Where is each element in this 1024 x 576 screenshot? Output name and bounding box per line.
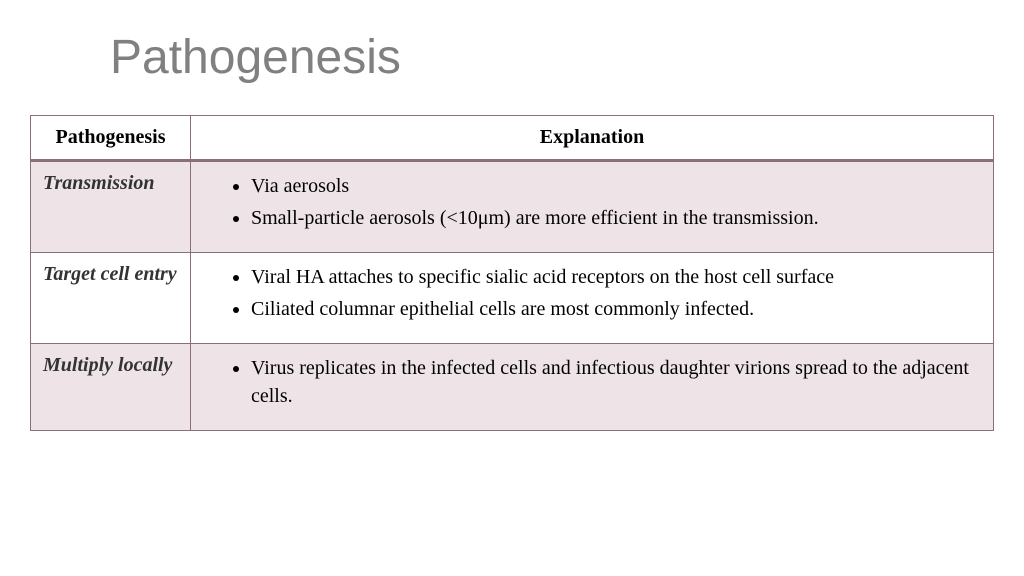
header-col1: Pathogenesis xyxy=(31,116,191,161)
bullet-item: Ciliated columnar epithelial cells are m… xyxy=(251,293,983,325)
page-title: Pathogenesis xyxy=(110,30,994,85)
table-header-row: Pathogenesis Explanation xyxy=(31,116,994,161)
row-label: Transmission xyxy=(31,161,191,253)
bullet-item: Viral HA attaches to specific sialic aci… xyxy=(251,261,983,293)
row-label: Multiply locally xyxy=(31,344,191,431)
row-explanation: Virus replicates in the infected cells a… xyxy=(191,344,994,431)
table-body: TransmissionVia aerosolsSmall-particle a… xyxy=(31,161,994,431)
bullet-list: Via aerosolsSmall-particle aerosols (<10… xyxy=(201,170,983,234)
bullet-item: Virus replicates in the infected cells a… xyxy=(251,352,983,412)
table-row: Target cell entry Viral HA attaches to sp… xyxy=(31,253,994,344)
table-row: TransmissionVia aerosolsSmall-particle a… xyxy=(31,161,994,253)
bullet-list: Viral HA attaches to specific sialic aci… xyxy=(201,261,983,325)
bullet-list: Virus replicates in the infected cells a… xyxy=(201,352,983,412)
header-col2: Explanation xyxy=(191,116,994,161)
row-label: Target cell entry xyxy=(31,253,191,344)
slide: Pathogenesis Pathogenesis Explanation Tr… xyxy=(0,0,1024,576)
bullet-item: Small-particle aerosols (<10μm) are more… xyxy=(251,202,983,234)
bullet-item: Via aerosols xyxy=(251,170,983,202)
pathogenesis-table: Pathogenesis Explanation TransmissionVia… xyxy=(30,115,994,431)
row-explanation: Viral HA attaches to specific sialic aci… xyxy=(191,253,994,344)
table-row: Multiply locally Virus replicates in the … xyxy=(31,344,994,431)
row-explanation: Via aerosolsSmall-particle aerosols (<10… xyxy=(191,161,994,253)
